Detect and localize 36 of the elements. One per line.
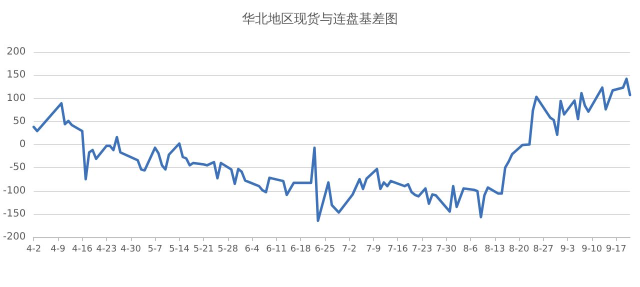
x-tick-label: 8-13 (484, 244, 506, 254)
x-tick-label: 6-11 (266, 244, 287, 254)
x-tick-label: 5-7 (148, 244, 162, 254)
y-tick-label: 50 (12, 116, 26, 127)
x-tick-label: 9-3 (560, 244, 575, 254)
y-tick-label: 150 (6, 70, 26, 81)
x-tick-label: 7-16 (388, 244, 408, 254)
x-tick-label: 4-23 (96, 244, 117, 254)
x-tick-label: 9-17 (606, 244, 626, 254)
x-tick-label: 7-9 (366, 244, 382, 254)
chart-title: 华北地区现货与连盘基差图 (242, 12, 398, 27)
x-tick-label: 8-27 (533, 244, 554, 254)
x-tick-label: 8-20 (508, 244, 530, 254)
y-tick-label: -150 (2, 208, 26, 220)
line-series (32, 78, 632, 222)
x-tick-label: 4-30 (120, 244, 142, 254)
y-tick-label: -50 (9, 162, 26, 174)
x-tick-label: 6-25 (314, 244, 336, 254)
x-tick-label: 8-6 (463, 244, 478, 254)
x-tick-label: 4-9 (50, 244, 66, 254)
x-tick-label: 7-30 (436, 244, 457, 254)
x-tick-label: 7-2 (342, 244, 357, 254)
x-tick-label: 4-2 (26, 244, 42, 254)
y-tick-label: 200 (6, 46, 26, 58)
x-tick-label: 5-14 (169, 244, 190, 254)
x-tick-label: 4-16 (72, 244, 93, 254)
y-tick-label: -200 (2, 232, 26, 242)
y-tick-label: 100 (6, 92, 26, 104)
x-tick-label: 9-10 (582, 244, 602, 254)
x-tick-label: 6-4 (244, 244, 260, 254)
x-tick-label: 5-21 (193, 244, 214, 254)
x-tick-label: 5-28 (218, 244, 238, 254)
y-tick-label: -100 (2, 185, 26, 196)
y-tick-label: 0 (19, 139, 26, 150)
x-tick-label: 6-18 (290, 244, 312, 254)
x-tick-label: 7-23 (412, 244, 432, 254)
